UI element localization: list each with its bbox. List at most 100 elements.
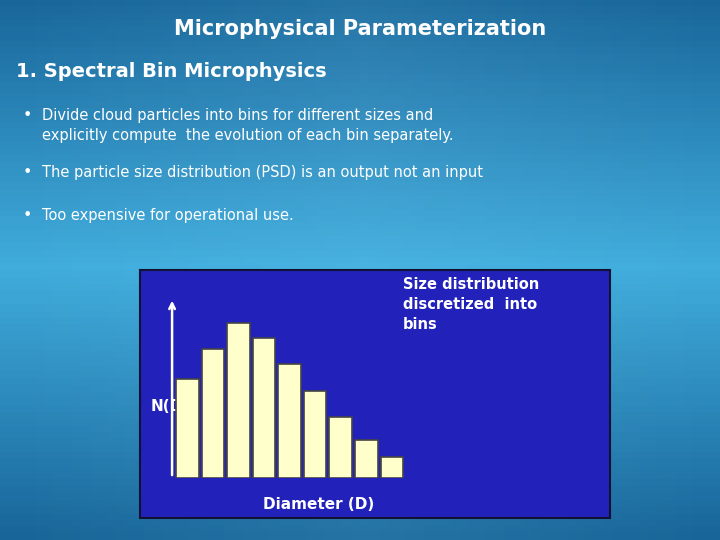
Bar xyxy=(99,0,108,540)
Bar xyxy=(144,0,153,540)
Bar xyxy=(0,426,720,432)
Bar xyxy=(0,0,720,6)
Bar xyxy=(0,148,720,156)
Bar xyxy=(0,141,720,149)
Bar xyxy=(0,102,720,108)
Bar xyxy=(405,0,414,540)
Bar xyxy=(333,0,342,540)
Bar xyxy=(0,317,720,324)
Bar xyxy=(0,351,720,357)
Bar xyxy=(414,0,423,540)
Bar xyxy=(0,122,720,128)
Text: Microphysical Parameterization: Microphysical Parameterization xyxy=(174,19,546,39)
Bar xyxy=(0,411,720,418)
Bar xyxy=(0,202,720,209)
Bar xyxy=(198,0,207,540)
Bar xyxy=(0,513,720,519)
Bar xyxy=(486,0,495,540)
Bar xyxy=(0,399,720,405)
Bar xyxy=(675,0,684,540)
Bar xyxy=(621,0,630,540)
Bar xyxy=(0,81,720,87)
Bar xyxy=(140,270,610,518)
Bar xyxy=(381,457,403,478)
Bar xyxy=(0,459,720,465)
Bar xyxy=(0,438,720,445)
Bar xyxy=(0,480,720,486)
Bar xyxy=(234,0,243,540)
Bar xyxy=(0,378,720,384)
Bar xyxy=(117,0,126,540)
Bar xyxy=(253,338,275,478)
Text: 1. Spectral Bin Microphysics: 1. Spectral Bin Microphysics xyxy=(16,62,326,81)
Bar xyxy=(261,0,270,540)
Bar xyxy=(72,0,81,540)
Bar xyxy=(108,0,117,540)
Bar xyxy=(459,0,468,540)
Bar xyxy=(9,0,18,540)
Bar xyxy=(252,0,261,540)
Bar xyxy=(0,507,720,513)
Bar xyxy=(0,392,720,399)
Bar xyxy=(0,168,720,176)
Bar xyxy=(693,0,702,540)
Bar xyxy=(0,405,720,411)
Bar xyxy=(0,492,720,500)
Bar xyxy=(0,243,720,249)
Bar xyxy=(702,0,711,540)
Bar xyxy=(351,0,360,540)
Bar xyxy=(0,20,720,27)
Bar xyxy=(432,0,441,540)
Bar xyxy=(0,230,720,237)
Text: Divide cloud particles into bins for different sizes and
explicitly compute  the: Divide cloud particles into bins for dif… xyxy=(42,108,454,144)
Bar xyxy=(18,0,27,540)
Bar xyxy=(441,0,450,540)
Bar xyxy=(558,0,567,540)
Bar xyxy=(225,0,234,540)
Bar xyxy=(0,324,720,330)
Bar xyxy=(666,0,675,540)
Bar xyxy=(0,472,720,480)
Bar xyxy=(0,486,720,492)
Bar xyxy=(189,0,198,540)
Bar xyxy=(612,0,621,540)
Bar xyxy=(162,0,171,540)
Bar xyxy=(495,0,504,540)
Bar xyxy=(0,446,720,453)
Text: •: • xyxy=(22,208,32,223)
Bar xyxy=(0,276,720,284)
Bar xyxy=(0,357,720,364)
Bar xyxy=(684,0,693,540)
Bar xyxy=(297,0,306,540)
Bar xyxy=(0,384,720,391)
Bar xyxy=(126,0,135,540)
Bar xyxy=(279,364,301,478)
Bar xyxy=(0,115,720,122)
Bar xyxy=(0,526,720,534)
Bar xyxy=(171,0,180,540)
Bar xyxy=(630,0,639,540)
Bar xyxy=(468,0,477,540)
Bar xyxy=(522,0,531,540)
Bar xyxy=(549,0,558,540)
Text: Diameter (D): Diameter (D) xyxy=(263,497,374,512)
Bar xyxy=(63,0,72,540)
Bar xyxy=(513,0,522,540)
Bar xyxy=(0,418,720,426)
Bar xyxy=(0,74,720,81)
Bar xyxy=(304,391,326,478)
Bar xyxy=(0,291,720,297)
Bar xyxy=(0,6,720,14)
Bar xyxy=(279,0,288,540)
Bar xyxy=(0,249,720,256)
Bar xyxy=(0,222,720,230)
Bar xyxy=(342,0,351,540)
Bar xyxy=(423,0,432,540)
Bar xyxy=(0,465,720,472)
Bar xyxy=(0,330,720,338)
Bar xyxy=(0,183,720,189)
Bar xyxy=(135,0,144,540)
Bar xyxy=(216,0,225,540)
Bar xyxy=(0,338,720,345)
Bar xyxy=(648,0,657,540)
